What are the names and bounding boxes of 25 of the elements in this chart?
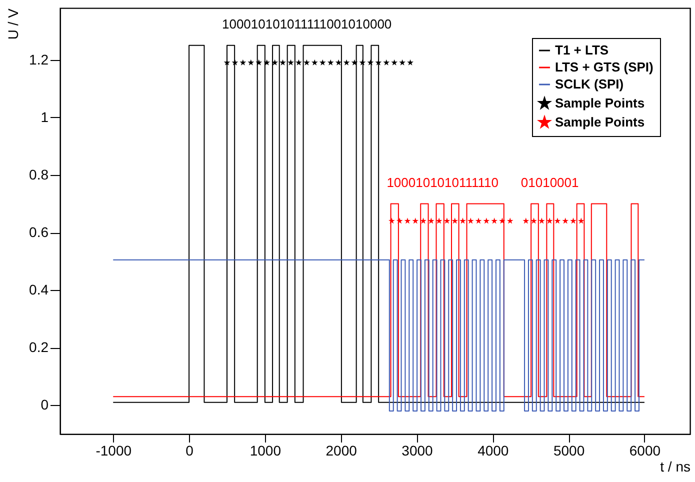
y-tick-label: 0.8 (29, 166, 49, 182)
y-tick-label: 0.6 (29, 224, 49, 240)
y-tick-label: 1.2 (29, 51, 49, 68)
x-tick-label: 6000 (629, 442, 661, 458)
y-tick-label: 0 (40, 396, 49, 413)
x-tick-label: -1000 (96, 442, 132, 458)
x-tick-label: 1000 (250, 442, 282, 458)
y-tick-label: 0.2 (29, 339, 49, 356)
annotation: 1000101010111110 (386, 175, 499, 190)
legend-label: Sample Points (555, 114, 645, 130)
x-axis-title: t / ns (660, 458, 690, 474)
x-tick-label: 4000 (478, 442, 509, 458)
legend-label: LTS + GTS (SPI) (555, 60, 654, 74)
x-tick-label: 0 (186, 442, 194, 458)
y-tick-label: 1 (40, 108, 49, 125)
annotation: 100010101011111001010000 (222, 16, 392, 32)
y-axis-title: U / V (5, 8, 22, 40)
legend-label: T1 + LTS (555, 42, 609, 58)
x-tick-label: 2000 (326, 442, 358, 458)
x-tick-label: 3000 (402, 442, 434, 458)
y-tick-label: 0.4 (29, 282, 49, 298)
legend-label: SCLK (SPI) (555, 76, 624, 92)
legend-label: Sample Points (555, 96, 645, 110)
x-tick-label: 5000 (553, 442, 585, 458)
annotation: 01010001 (520, 175, 579, 190)
